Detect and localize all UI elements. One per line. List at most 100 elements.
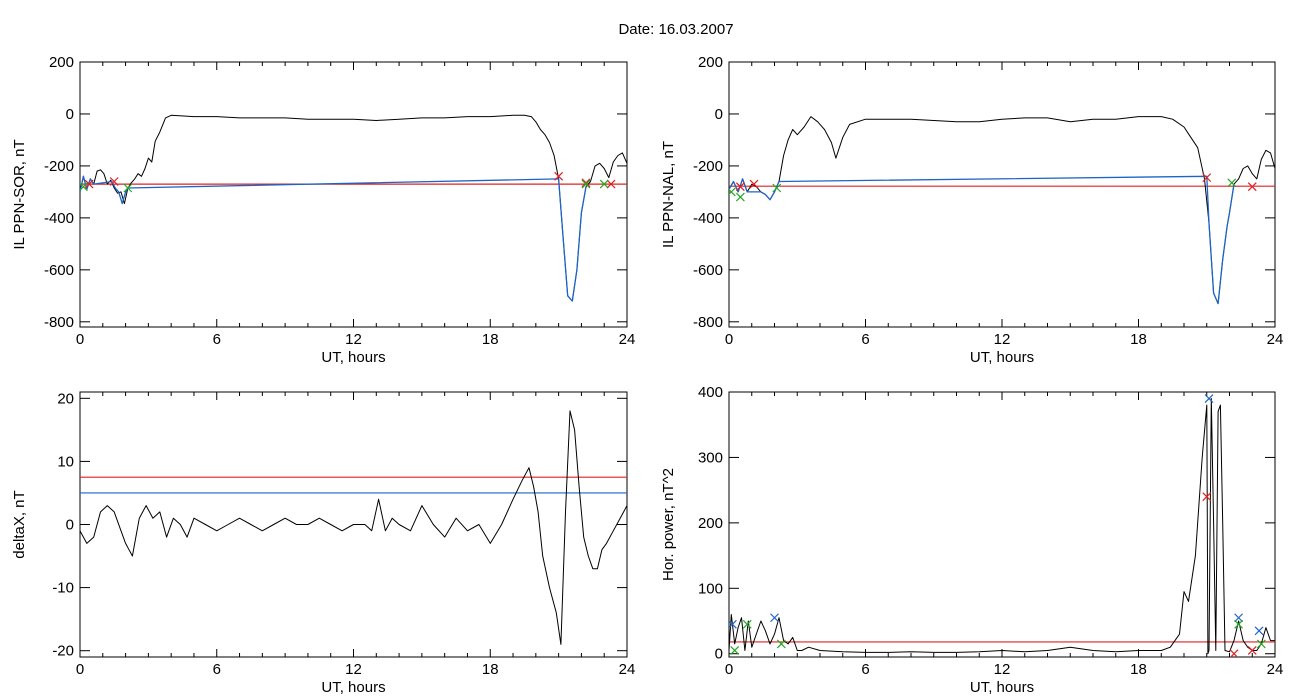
y-tick-label: 300 [698, 449, 723, 466]
x-marker-stroke [123, 183, 133, 193]
x-marker [80, 182, 88, 192]
x-tick-label: 24 [1267, 661, 1284, 678]
x-marker-stroke [742, 619, 752, 629]
plot-frame [728, 61, 1276, 328]
x-marker-stroke [581, 178, 591, 188]
x-marker-stroke [729, 187, 736, 196]
x-marker [109, 177, 119, 186]
y-tick-label: 0 [66, 517, 74, 534]
x-axis-label: UT, hours [321, 349, 385, 366]
x-marker-stroke [1247, 646, 1257, 655]
x-marker [1234, 613, 1244, 623]
y-tick-label: 0 [715, 106, 723, 123]
x-marker-stroke [599, 179, 609, 189]
x-marker-stroke [1202, 173, 1212, 183]
x-tick-label: 6 [861, 661, 869, 678]
x-marker-stroke [1234, 619, 1244, 629]
x-tick-label: 24 [619, 661, 636, 678]
x-tick-label: 12 [345, 661, 362, 678]
x-marker-stroke [1254, 626, 1264, 636]
x-marker-stroke [80, 182, 88, 191]
y-tick-label: 200 [698, 515, 723, 532]
y-tick-label: -200 [693, 158, 723, 175]
chart-panel-hpower: 0 6 12 18 24 0 100 200 300 400 UT, hours Hor. power… [660, 384, 1283, 696]
y-tick-label: -10 [52, 580, 74, 597]
series-line [80, 175, 587, 302]
x-marker [742, 619, 752, 629]
x-marker [1202, 173, 1212, 183]
y-tick-label: -200 [44, 158, 74, 175]
x-marker-stroke [1229, 649, 1239, 657]
x-tick-label: 12 [994, 331, 1011, 348]
x-tick-label: 0 [76, 331, 84, 348]
plot-frame [79, 61, 628, 328]
y-tick-label: -400 [693, 210, 723, 227]
x-tick-label: 18 [482, 661, 499, 678]
x-tick-label: 0 [725, 661, 733, 678]
x-tick-label: 6 [213, 661, 221, 678]
x-axis-label: UT, hours [321, 679, 385, 696]
y-tick-label: 0 [66, 106, 74, 123]
x-marker-stroke [729, 619, 737, 629]
x-marker [1229, 649, 1239, 657]
x-tick-label: 6 [861, 331, 869, 348]
x-axis-label: UT, hours [970, 349, 1034, 366]
series-line [729, 116, 1275, 305]
x-marker [735, 182, 745, 192]
y-tick-label: -800 [693, 314, 723, 331]
x-tick-label: 0 [76, 661, 84, 678]
plot-area [729, 394, 1275, 657]
x-marker [1247, 182, 1257, 192]
x-tick-label: 18 [482, 331, 499, 348]
x-marker [84, 179, 94, 189]
y-axis-label: Hor. power, nT^2 [660, 468, 677, 581]
x-tick-label: 0 [725, 331, 733, 348]
x-marker [1256, 639, 1266, 649]
plot-frame [728, 391, 1276, 658]
x-tick-label: 12 [345, 331, 362, 348]
x-marker [1254, 626, 1264, 636]
y-tick-label: 10 [57, 453, 74, 470]
x-marker-stroke [770, 613, 779, 623]
x-marker-stroke [1227, 178, 1237, 188]
x-marker [1247, 646, 1257, 655]
chart-panel-sor: 0 6 12 18 24 -800 -600 -400 -200 0 200 UT, hours IL … [11, 54, 635, 366]
x-marker [730, 646, 740, 655]
y-tick-label: -20 [52, 643, 74, 660]
y-tick-label: 200 [49, 54, 74, 71]
x-marker-stroke [730, 646, 740, 655]
y-tick-label: 100 [698, 580, 723, 597]
y-axis-label: deltaX, nT [11, 490, 28, 558]
y-tick-label: -600 [693, 262, 723, 279]
y-tick-label: -600 [44, 262, 74, 279]
x-marker [1202, 492, 1212, 502]
series-line [80, 410, 627, 645]
x-marker [1204, 394, 1214, 403]
x-marker-stroke [1234, 613, 1244, 623]
figure-title: Date: 16.03.2007 [618, 21, 733, 38]
y-tick-label: 400 [698, 384, 723, 401]
series-line [80, 114, 627, 302]
y-axis-label: IL PPN-SOR, nT [11, 139, 28, 249]
plot-area [80, 410, 627, 645]
x-marker [599, 179, 609, 189]
x-marker [729, 187, 736, 197]
x-tick-label: 6 [213, 331, 221, 348]
y-tick-label: -400 [44, 210, 74, 227]
y-axis-label: IL PPN-NAL, nT [660, 141, 677, 248]
y-tick-label: 0 [715, 646, 723, 663]
x-marker-stroke [1256, 639, 1266, 649]
x-marker [735, 192, 745, 202]
x-marker [606, 179, 616, 189]
x-marker [581, 179, 591, 189]
x-marker-stroke [606, 179, 616, 189]
plot-area [729, 116, 1275, 305]
x-marker [729, 619, 737, 629]
x-axis-label: UT, hours [970, 679, 1034, 696]
x-tick-label: 18 [1130, 661, 1147, 678]
series-line [729, 175, 1235, 305]
series-line [729, 398, 1275, 655]
x-marker-stroke [1247, 182, 1257, 192]
x-marker [749, 179, 759, 189]
